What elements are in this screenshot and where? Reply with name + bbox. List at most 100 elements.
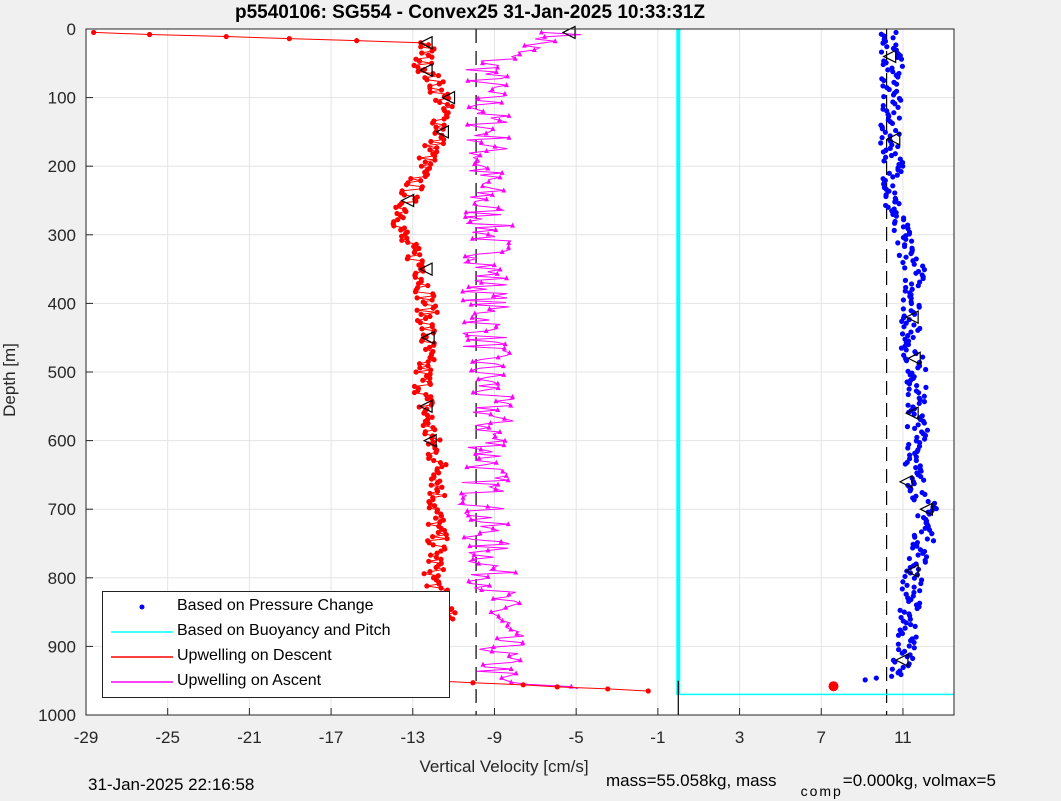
pressure-point [921, 393, 927, 399]
red-line-icon [111, 656, 173, 658]
pressure-point [891, 220, 898, 226]
x-tick-label: 11 [894, 728, 912, 747]
waypoint-triangle-marker [904, 563, 919, 578]
x-tick-label: -9 [487, 728, 502, 747]
data-marks [91, 25, 954, 715]
descent-point [435, 529, 441, 536]
descent-point [425, 282, 431, 289]
ascent-point [517, 600, 523, 606]
descent-point [418, 163, 425, 169]
blue-dot-icon [139, 604, 145, 610]
ascent-point [474, 156, 480, 162]
footer-timestamp: 31-Jan-2025 22:16:58 [88, 775, 255, 794]
pressure-point [933, 506, 939, 512]
ascent-point [487, 306, 493, 312]
ascent-point [460, 494, 466, 500]
waypoint-triangle-marker [418, 63, 433, 78]
ascent-point [485, 231, 491, 237]
descent-point [430, 496, 436, 503]
surface-marker [828, 681, 839, 692]
ascent-point [496, 613, 502, 619]
ascent-point [504, 622, 510, 628]
ascent-point [493, 68, 499, 74]
descent-point [444, 101, 450, 108]
descent-point [393, 204, 399, 210]
descent-point [432, 157, 438, 163]
descent-point [429, 414, 435, 420]
pressure-point [915, 513, 921, 519]
descent-point [423, 346, 429, 352]
ascent-point [505, 521, 511, 527]
pressure-point [907, 452, 913, 458]
pressure-point [906, 598, 912, 604]
ascent-point [495, 64, 501, 70]
pressure-point [883, 193, 889, 200]
ascent-point [498, 538, 504, 544]
pressure-point [895, 74, 901, 80]
x-tick-label: 7 [817, 728, 826, 747]
descent-point [429, 48, 435, 54]
ascent-point [494, 635, 500, 641]
descent-point [425, 363, 431, 369]
pressure-point [920, 354, 926, 360]
descent-point [428, 476, 435, 482]
ascent-point [475, 376, 481, 382]
ascent-point [488, 608, 494, 614]
descent-point [429, 534, 436, 540]
pressure-point [885, 67, 891, 73]
pressure-point [895, 646, 902, 653]
ascent-point [497, 117, 503, 123]
pressure-point [898, 671, 904, 678]
ascent-point [463, 209, 469, 215]
x-tick-label: -1 [650, 728, 665, 747]
pressure-point [892, 190, 898, 196]
pressure-point [880, 149, 886, 155]
waypoint-triangle-marker [422, 433, 437, 448]
descent-point [427, 381, 434, 387]
pressure-point [912, 534, 918, 540]
ascent-point [476, 455, 482, 461]
descent-point [436, 470, 442, 476]
descent-point [433, 97, 439, 103]
pressure-point [911, 261, 917, 267]
pressure-point [890, 183, 896, 189]
pressure-point [924, 427, 931, 433]
pressure-point [908, 238, 915, 244]
ascent-point [506, 240, 512, 246]
ascent-point [495, 354, 501, 360]
mass-text: mass=55.058kg, mass [606, 771, 777, 790]
descent-point [422, 143, 428, 149]
ascent-point [513, 569, 519, 575]
descent-point [439, 484, 445, 490]
descent-point [427, 569, 433, 575]
descent-point [425, 359, 431, 365]
pressure-point [906, 381, 913, 387]
descent-point [423, 392, 429, 398]
y-axis-label: Depth [m] [0, 343, 19, 417]
descent-point [399, 233, 405, 239]
descent-point [428, 138, 434, 145]
pressure-point [906, 555, 913, 562]
pressure-point [910, 545, 916, 551]
legend-label: Based on Pressure Change [177, 597, 374, 614]
descent-point [433, 554, 439, 560]
pressure-point [906, 643, 912, 649]
ascent-point [484, 147, 490, 153]
pressure-point [915, 365, 921, 371]
pressure-point [895, 632, 902, 638]
ascent-point [464, 464, 470, 470]
descent-point [440, 79, 446, 85]
ascent-point [460, 288, 466, 294]
x-tick-label: -17 [319, 728, 344, 747]
ascent-point [458, 490, 464, 496]
ascent-point [467, 543, 473, 549]
ascent-point [480, 108, 486, 114]
ascent-point [499, 99, 505, 105]
pressure-point [911, 639, 917, 646]
ascent-point [472, 310, 478, 316]
ascent-point [495, 481, 501, 487]
pressure-point [930, 538, 937, 544]
ascent-point [489, 191, 495, 197]
ascent-point [501, 371, 507, 377]
ascent-point [483, 196, 489, 202]
